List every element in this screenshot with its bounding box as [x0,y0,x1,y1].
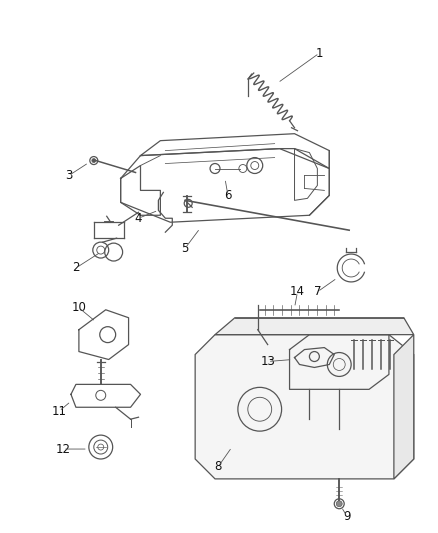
Text: 11: 11 [52,405,67,418]
Circle shape [336,501,342,507]
Polygon shape [394,335,414,479]
Polygon shape [215,318,414,335]
Text: 3: 3 [65,169,73,182]
Text: 1: 1 [316,46,323,60]
Circle shape [92,158,96,163]
Text: 10: 10 [71,301,86,314]
Text: 14: 14 [290,285,305,298]
Text: 4: 4 [135,212,142,225]
Text: 7: 7 [314,285,321,298]
Text: 2: 2 [72,262,80,274]
Text: 9: 9 [343,510,351,523]
Text: 6: 6 [224,189,232,202]
Polygon shape [195,335,414,479]
Text: 13: 13 [260,355,275,368]
Text: 5: 5 [181,241,189,255]
Text: 8: 8 [214,461,222,473]
Text: 12: 12 [56,442,71,456]
